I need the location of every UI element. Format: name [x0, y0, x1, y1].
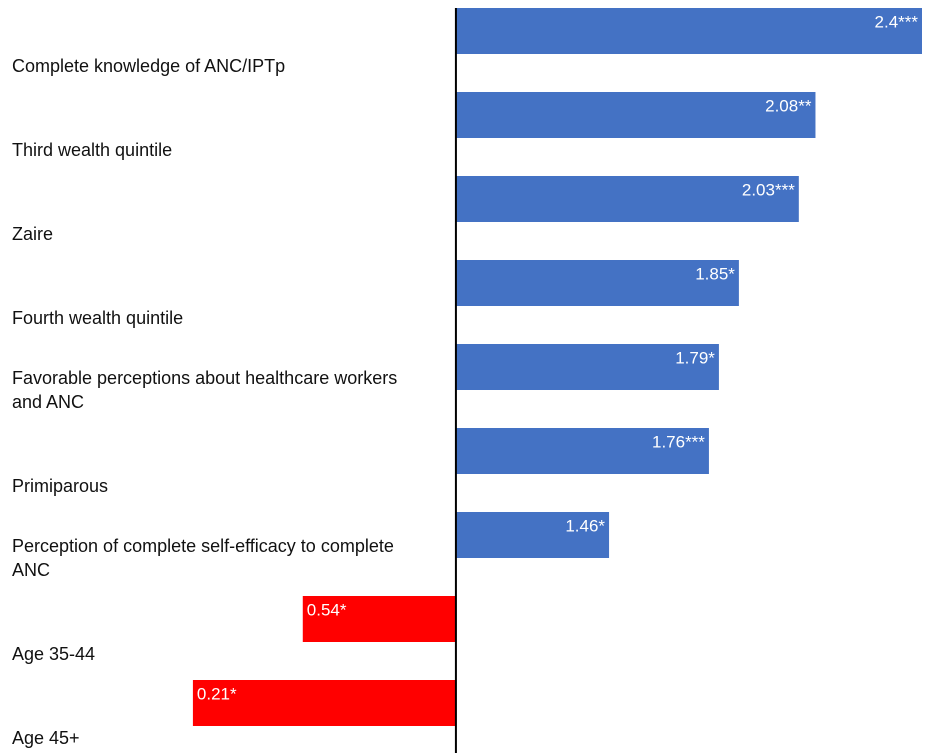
category-label: Fourth wealth quintile: [12, 308, 184, 328]
category-label: Complete knowledge of ANC/IPTp: [12, 56, 286, 76]
value-label: 1.85*: [695, 264, 735, 283]
value-label: 1.46*: [565, 516, 605, 535]
bar: [302, 596, 456, 642]
bar: [455, 428, 709, 474]
bar: [455, 260, 739, 306]
bar: [455, 176, 799, 222]
bar: [455, 344, 719, 390]
category-label: Zaire: [12, 224, 54, 244]
category-label: Primiparous: [12, 476, 109, 496]
value-label: 2.4***: [875, 12, 919, 31]
bar: [455, 8, 922, 54]
category-label: Perception of complete self-efficacy to …: [12, 536, 394, 580]
category-label: Third wealth quintile: [12, 140, 173, 160]
value-label: 0.54*: [307, 600, 347, 619]
category-label: Age 35-44: [12, 644, 96, 664]
value-label: 2.08**: [765, 96, 812, 115]
value-label: 0.21*: [197, 684, 237, 703]
category-label: Favorable perceptions about healthcare w…: [12, 368, 398, 412]
bar: [455, 92, 816, 138]
bar: [192, 680, 456, 726]
category-label: Age 45+: [12, 728, 80, 748]
value-label: 1.76***: [652, 432, 705, 451]
value-label: 1.79*: [675, 348, 715, 367]
bar: [455, 512, 610, 558]
value-label: 2.03***: [742, 180, 795, 199]
